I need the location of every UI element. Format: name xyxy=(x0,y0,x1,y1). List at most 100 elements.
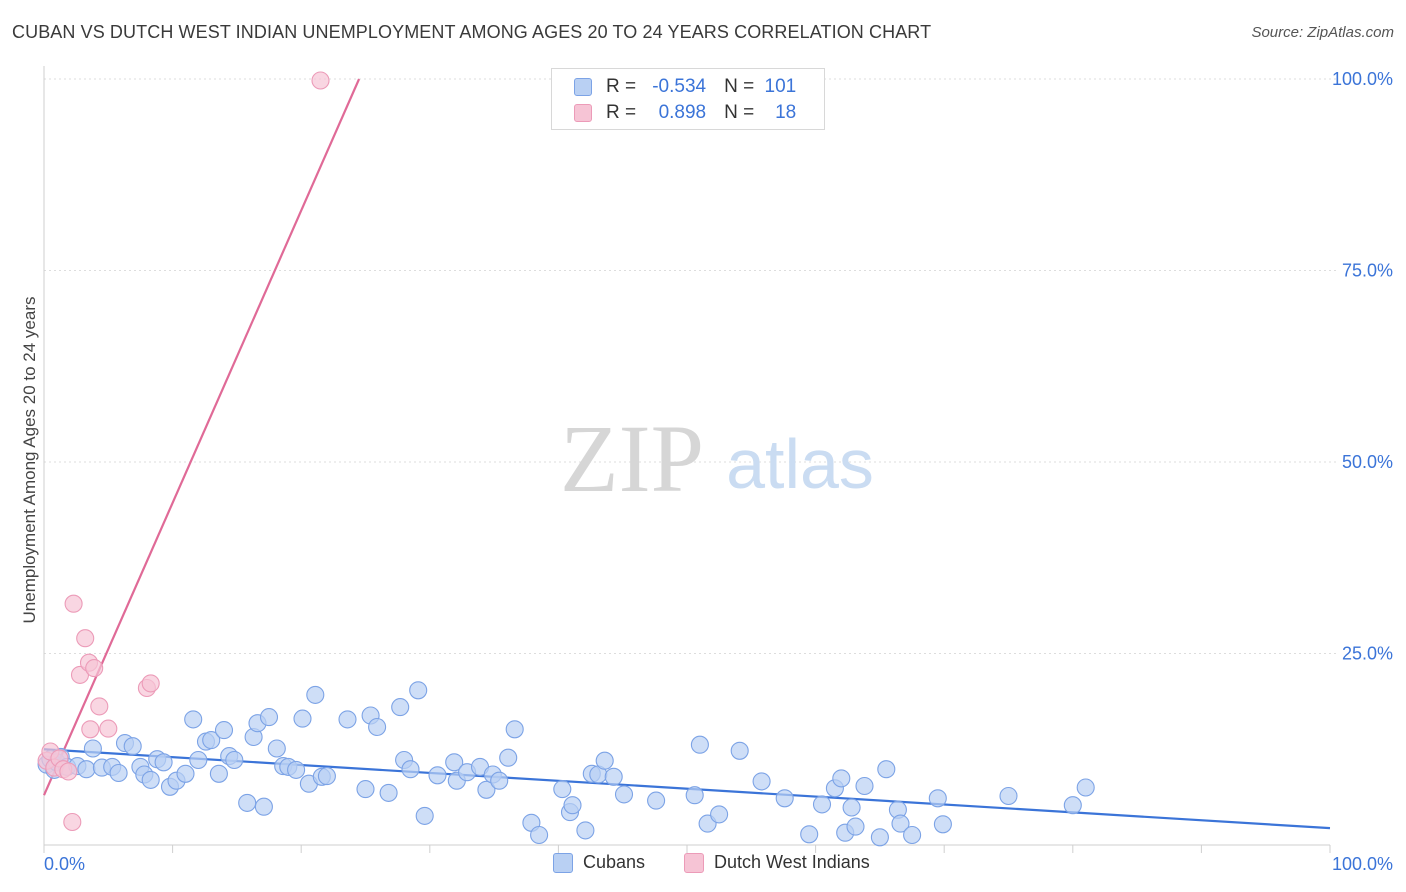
cubans-point-53 xyxy=(415,806,434,825)
watermark-atlas: atlas xyxy=(726,425,874,503)
cubans-point-51 xyxy=(401,760,420,779)
cubans-point-26 xyxy=(209,764,228,783)
legend-item-dutch-west-indians[interactable]: Dutch West Indians xyxy=(684,852,870,873)
cubans-point-43 xyxy=(317,767,336,786)
cubans-point-22 xyxy=(184,710,203,729)
cubans-swatch xyxy=(574,78,592,96)
cubans-trend-line xyxy=(43,748,1331,830)
n-label: N = xyxy=(724,102,755,123)
watermark-zip: ZIP xyxy=(560,405,704,512)
cubans-point-30 xyxy=(238,793,257,812)
watermark: ZIP atlas xyxy=(560,405,874,512)
cubans-point-89 xyxy=(855,776,874,796)
cubans-point-74 xyxy=(614,785,634,804)
dutch-west-indians-point-12 xyxy=(85,659,104,678)
cubans-point-90 xyxy=(877,760,896,779)
y-tick-label-1: 50.0% xyxy=(1342,452,1393,472)
axes xyxy=(43,66,1331,853)
dutch-west-indians-point-7 xyxy=(64,594,83,613)
cubans-point-99 xyxy=(870,828,889,847)
cubans-point-63 xyxy=(505,720,524,739)
stats-legend: R = -0.534 N = 101 R = 0.898 N = 18 xyxy=(551,68,825,130)
x-tick-label-1: 100.0% xyxy=(1332,854,1393,874)
stats-row-dutch-west-indians: R = 0.898 N = 18 xyxy=(574,100,796,126)
cubans-point-87 xyxy=(842,798,861,817)
n-label: N = xyxy=(724,76,755,97)
cubans-point-92 xyxy=(891,814,910,833)
cubans-point-11 xyxy=(109,763,128,783)
cubans-point-33 xyxy=(254,797,273,816)
legend-item-cubans[interactable]: Cubans xyxy=(553,852,645,873)
cubans-point-100 xyxy=(800,825,819,844)
cubans-point-47 xyxy=(368,717,387,737)
cubans-point-7 xyxy=(77,760,96,779)
dutch-west-indians-point-6 xyxy=(63,812,82,832)
cubans-legend-label: Cubans xyxy=(583,852,646,872)
cubans-point-81 xyxy=(752,772,771,791)
cubans-point-18 xyxy=(154,753,173,772)
cubans-point-62 xyxy=(499,748,518,767)
cubans-point-94 xyxy=(928,789,947,808)
cubans-point-52 xyxy=(409,681,428,700)
stats-row-cubans: R = -0.534 N = 101 xyxy=(574,74,796,100)
cubans-point-38 xyxy=(287,760,306,779)
cubans-point-21 xyxy=(176,764,195,783)
cubans-point-27 xyxy=(214,721,234,740)
n-value: 18 xyxy=(775,102,797,123)
cubans-point-16 xyxy=(141,770,160,789)
cubans-point-83 xyxy=(812,795,832,814)
cubans-point-68 xyxy=(563,796,582,815)
cubans-point-88 xyxy=(846,817,865,836)
cubans-point-61 xyxy=(490,771,509,790)
r-value: -0.534 xyxy=(652,76,707,97)
tick-labels: 25.0% 50.0% 75.0% 100.0% 0.0% 100.0% xyxy=(44,69,1393,874)
dutch-west-indians-legend-label: Dutch West Indians xyxy=(714,852,870,872)
cubans-point-80 xyxy=(730,741,749,760)
cubans-point-55 xyxy=(445,753,464,772)
cubans-point-8 xyxy=(83,739,102,758)
y-tick-label-2: 75.0% xyxy=(1342,261,1393,281)
y-tick-label-3: 100.0% xyxy=(1332,69,1393,89)
r-label: R = xyxy=(606,76,637,97)
dutch-west-indians-swatch xyxy=(574,104,592,122)
cubans-point-93 xyxy=(903,825,922,845)
data-points xyxy=(37,71,1095,847)
cubans-point-77 xyxy=(690,735,709,754)
cubans-point-39 xyxy=(293,709,312,728)
cubans-point-66 xyxy=(553,780,572,799)
y-tick-label-0: 25.0% xyxy=(1342,644,1393,664)
x-tick-label-0: 0.0% xyxy=(44,854,85,874)
cubans-point-79 xyxy=(710,805,729,824)
dutch-west-indians-point-16 xyxy=(141,674,160,693)
cubans-point-97 xyxy=(1063,796,1082,815)
dutch-west-indians-point-9 xyxy=(76,629,95,648)
dutch-west-indians-point-14 xyxy=(99,719,118,738)
cubans-point-72 xyxy=(595,751,614,770)
cubans-point-59 xyxy=(477,780,496,799)
cubans-point-98 xyxy=(1076,778,1095,797)
cubans-point-44 xyxy=(338,710,357,729)
cubans-legend-swatch xyxy=(553,852,573,873)
gridlines xyxy=(44,78,1336,654)
cubans-point-45 xyxy=(356,780,375,799)
cubans-point-29 xyxy=(225,750,244,770)
r-value: 0.898 xyxy=(658,102,707,123)
n-value: 101 xyxy=(764,76,797,97)
cubans-point-85 xyxy=(832,769,851,788)
r-label: R = xyxy=(606,102,637,123)
source-credit: Source: ZipAtlas.com xyxy=(1251,24,1394,41)
dutch-west-indians-point-13 xyxy=(90,697,109,716)
cubans-point-25 xyxy=(202,731,221,750)
cubans-point-76 xyxy=(685,786,704,805)
dutch-west-indians-point-11 xyxy=(81,720,100,739)
cubans-point-95 xyxy=(933,815,952,834)
cubans-point-65 xyxy=(530,825,549,845)
cubans-point-73 xyxy=(604,767,623,786)
cubans-point-35 xyxy=(267,739,286,758)
cubans-point-13 xyxy=(123,737,142,756)
cubans-point-75 xyxy=(647,791,666,810)
cubans-point-69 xyxy=(576,821,595,840)
cubans-point-96 xyxy=(999,786,1018,806)
chart-title: CUBAN VS DUTCH WEST INDIAN UNEMPLOYMENT … xyxy=(12,22,932,42)
